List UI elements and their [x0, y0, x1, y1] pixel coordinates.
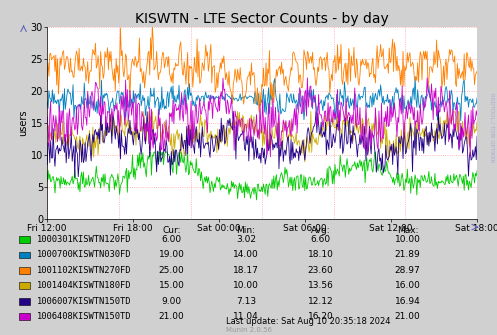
Text: 23.60: 23.60 [308, 266, 333, 275]
Text: Cur:: Cur: [162, 226, 181, 235]
Text: 21.00: 21.00 [159, 312, 184, 321]
Text: 1006408KISWTN150TD: 1006408KISWTN150TD [37, 312, 132, 321]
Text: 6.60: 6.60 [311, 235, 331, 244]
Text: 1000301KISWTN120FD: 1000301KISWTN120FD [37, 235, 132, 244]
Text: 28.97: 28.97 [395, 266, 420, 275]
Y-axis label: users: users [18, 110, 28, 136]
Text: RRDTOOL / TOBI OETIKER: RRDTOOL / TOBI OETIKER [490, 92, 495, 162]
Text: 16.94: 16.94 [395, 297, 420, 306]
Text: 1006007KISWTN150TD: 1006007KISWTN150TD [37, 297, 132, 306]
Text: 1000700KISWTN030FD: 1000700KISWTN030FD [37, 251, 132, 259]
Text: 21.89: 21.89 [395, 251, 420, 259]
Text: 21.00: 21.00 [395, 312, 420, 321]
Text: 3.02: 3.02 [236, 235, 256, 244]
Text: 1001102KISWTN270FD: 1001102KISWTN270FD [37, 266, 132, 275]
Text: Max:: Max: [397, 226, 418, 235]
Text: 9.00: 9.00 [162, 297, 181, 306]
Text: 1001404KISWTN180FD: 1001404KISWTN180FD [37, 281, 132, 290]
Text: 19.00: 19.00 [159, 251, 184, 259]
Text: 25.00: 25.00 [159, 266, 184, 275]
Text: 16.00: 16.00 [395, 281, 420, 290]
Text: Min:: Min: [237, 226, 255, 235]
Text: Munin 2.0.56: Munin 2.0.56 [226, 327, 271, 333]
Text: Avg:: Avg: [311, 226, 331, 235]
Text: 6.00: 6.00 [162, 235, 181, 244]
Text: 18.17: 18.17 [233, 266, 259, 275]
Text: 12.12: 12.12 [308, 297, 333, 306]
Text: 10.00: 10.00 [395, 235, 420, 244]
Text: 18.10: 18.10 [308, 251, 333, 259]
Text: 14.00: 14.00 [233, 251, 259, 259]
Text: 16.20: 16.20 [308, 312, 333, 321]
Title: KISWTN - LTE Sector Counts - by day: KISWTN - LTE Sector Counts - by day [135, 12, 389, 26]
Text: 10.00: 10.00 [233, 281, 259, 290]
Text: 13.56: 13.56 [308, 281, 333, 290]
Text: Last update: Sat Aug 10 20:35:18 2024: Last update: Sat Aug 10 20:35:18 2024 [226, 317, 390, 326]
Text: 11.04: 11.04 [233, 312, 259, 321]
Text: 15.00: 15.00 [159, 281, 184, 290]
Text: 7.13: 7.13 [236, 297, 256, 306]
